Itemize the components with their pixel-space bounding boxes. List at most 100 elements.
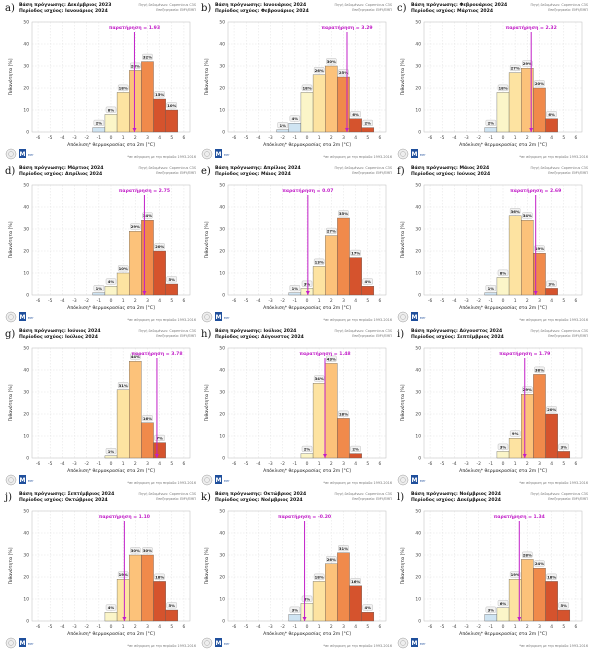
value-label: 34% — [522, 212, 533, 219]
value-label: 4% — [289, 115, 300, 122]
footer-note: *σε σύγκριση με την περίοδο 1993-2016 — [519, 155, 588, 159]
source-line-1: Πηγή δεδομένων: Copernicus C3S — [335, 492, 392, 496]
value-label-text: 26% — [327, 557, 336, 562]
footer-note: *σε σύγκριση με την περίοδο 1993-2016 — [323, 155, 392, 159]
forecast-panel: k) Βάση πρόγνωσης: Οκτώβριος 2024 Περίοδος… — [200, 489, 396, 651]
x-tick-label: 1 — [318, 624, 321, 630]
bar — [508, 438, 522, 459]
value-label-text: 5% — [169, 277, 176, 282]
panel-letter: h) — [201, 329, 211, 340]
value-label-text: 38% — [535, 367, 544, 372]
value-label: 8% — [105, 106, 117, 113]
value-label-box — [497, 84, 509, 91]
x-tick-label: 6 — [575, 461, 578, 467]
value-label-box — [326, 227, 337, 234]
x-tick-label: 4 — [550, 135, 553, 141]
x-tick-label: 4 — [158, 461, 161, 467]
x-tick-label: 6 — [575, 135, 578, 141]
x-tick-label: 6 — [379, 298, 382, 304]
x-tick-label: -3 — [464, 298, 469, 304]
source-line-1: Πηγή δεδομένων: Copernicus C3S — [531, 3, 588, 7]
y-tick-label: 50 — [219, 346, 225, 352]
x-tick-label: -2 — [280, 135, 285, 141]
observation-label: παρατήρηση = 1.48 — [299, 350, 350, 357]
bar — [349, 257, 362, 296]
y-tick-label: 30 — [23, 553, 29, 559]
bar — [141, 61, 154, 133]
y-tick-label: 0 — [222, 130, 225, 136]
source-line-1: Πηγή δεδομένων: Copernicus C3S — [139, 166, 196, 170]
x-tick-label: 1 — [514, 461, 517, 467]
x-tick-label: 1 — [122, 461, 125, 467]
value-label: 15% — [154, 91, 165, 98]
bar — [557, 609, 571, 622]
y-tick-label: 10 — [23, 108, 29, 114]
value-label: 4% — [105, 278, 117, 285]
value-label-text: 28% — [131, 63, 140, 68]
x-tick-label: -3 — [464, 135, 469, 141]
value-label: 5% — [166, 276, 177, 283]
forecast-chart: e) Βάση πρόγνωσης: Απρίλιος 2024Περίοδος … — [201, 164, 392, 323]
x-tick-label: 5 — [366, 298, 369, 304]
x-tick-label: -5 — [440, 624, 445, 630]
value-label-box — [326, 355, 337, 362]
panel-letter: i) — [397, 329, 404, 340]
value-label: 2% — [93, 119, 104, 126]
emy-logo-text: EMY — [420, 479, 426, 483]
value-label-text: 16% — [351, 579, 360, 584]
x-tick-label: 1 — [318, 461, 321, 467]
x-tick-label: 4 — [158, 135, 161, 141]
value-label-box — [301, 280, 313, 287]
x-tick-label: -6 — [232, 135, 237, 141]
value-label-text: 18% — [315, 574, 324, 579]
y-tick-label: 0 — [222, 619, 225, 625]
observation-label: παρατήρηση = 3.78 — [131, 350, 182, 357]
value-label-text: 2% — [304, 447, 311, 452]
value-label: 3% — [289, 606, 300, 613]
x-tick-label: 5 — [366, 461, 369, 467]
value-label: 10% — [118, 265, 129, 272]
y-tick-label: 50 — [415, 20, 421, 26]
value-label-text: 2% — [352, 447, 359, 452]
y-axis-label: Πιθανότητα [%] — [7, 58, 14, 95]
value-label-box — [522, 60, 533, 67]
x-tick-label: -4 — [452, 624, 457, 630]
bar — [508, 215, 522, 296]
y-tick-label: 10 — [219, 271, 225, 277]
footer-note: *σε σύγκριση με την περίοδο 1993-2016 — [323, 318, 392, 322]
x-tick-label: -2 — [476, 461, 481, 467]
bar — [129, 361, 142, 459]
emblem-icon — [397, 311, 409, 323]
x-tick-label: 0 — [110, 461, 113, 467]
value-label-text: 20% — [155, 244, 164, 249]
y-axis-label: Πιθανότητα [%] — [203, 58, 210, 95]
x-tick-label: -6 — [36, 461, 41, 467]
observation-label: παρατήρηση = 1.79 — [499, 350, 550, 357]
x-tick-label: 0 — [502, 624, 505, 630]
x-tick-label: 5 — [170, 298, 173, 304]
panel-subtitle: Περίοδος ισχύος: Ιούνιος 2024 — [411, 170, 490, 177]
x-tick-label: 2 — [526, 624, 529, 630]
x-tick-label: -1 — [293, 298, 298, 304]
value-label-box — [105, 604, 117, 611]
bar — [545, 413, 558, 459]
value-label: 4% — [362, 278, 373, 285]
source-line-1: Πηγή δεδομένων: Copernicus C3S — [531, 166, 588, 170]
x-tick-label: -3 — [464, 461, 469, 467]
y-tick-label: 50 — [23, 346, 29, 352]
bar — [337, 418, 350, 459]
value-label: 20% — [546, 406, 557, 413]
emblem-inner-icon — [400, 477, 406, 483]
x-axis-label: Απόκλιση* θερμοκρασίας στα 2m [°C] — [263, 630, 351, 637]
value-label: 20% — [534, 80, 545, 87]
bar — [349, 585, 362, 622]
value-label-box — [142, 53, 153, 60]
bar — [153, 250, 166, 296]
emy-logo-icon — [215, 149, 222, 158]
value-label-box — [534, 560, 545, 567]
x-tick-label: 4 — [158, 624, 161, 630]
value-label-box — [350, 111, 361, 118]
value-label-box — [105, 106, 117, 113]
value-label-text: 4% — [108, 279, 115, 284]
value-label-text: 8% — [304, 596, 311, 601]
